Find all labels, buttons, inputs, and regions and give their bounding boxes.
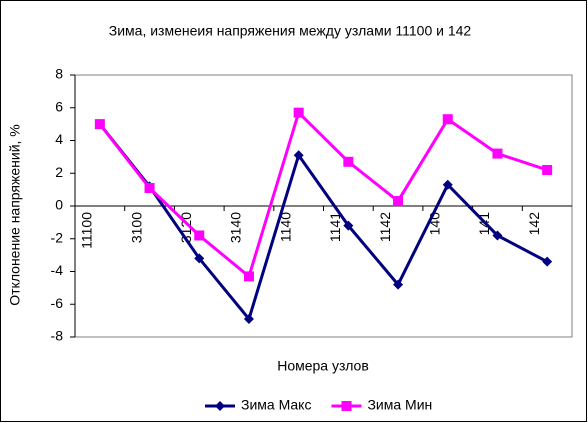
legend-label: Зима Мин	[367, 397, 432, 413]
legend-marker	[215, 401, 225, 411]
point	[492, 148, 503, 159]
legend-marker	[341, 401, 352, 411]
x-tick-label: 1141	[327, 212, 343, 242]
point	[94, 119, 105, 130]
y-tick-label: 4	[55, 131, 63, 147]
x-tick-label: 1142	[377, 212, 393, 242]
series-line	[98, 123, 548, 323]
y-tick-label: -6	[51, 295, 64, 311]
y-tick-label: -2	[51, 229, 64, 245]
x-tick-label: 11100	[79, 212, 95, 249]
point	[492, 230, 503, 241]
point	[442, 179, 453, 190]
y-tick-label: 0	[55, 197, 63, 213]
point	[144, 182, 155, 193]
point	[293, 107, 304, 118]
point	[194, 253, 205, 264]
x-axis-label: Номера узлов	[277, 358, 369, 374]
point	[542, 164, 553, 175]
y-tick-label: 8	[55, 66, 63, 82]
y-tick-label: -4	[51, 262, 64, 278]
x-tick-label: 3140	[228, 212, 244, 243]
point	[343, 156, 354, 167]
series-line	[98, 109, 548, 280]
x-tick-label: 1140	[277, 212, 293, 242]
point	[293, 150, 304, 161]
point	[393, 279, 404, 290]
x-tick-label: 142	[526, 212, 542, 236]
point	[442, 114, 453, 125]
point	[542, 256, 553, 267]
legend-label: Зима Макс	[241, 397, 311, 413]
chart-title: Зима, изменеия напряжения между узлами 1…	[109, 23, 472, 39]
x-tick-label: 3100	[128, 212, 144, 243]
point	[343, 220, 354, 231]
y-tick-label: -8	[51, 328, 64, 344]
y-tick-label: 2	[55, 164, 63, 180]
point	[194, 230, 205, 241]
point	[243, 313, 254, 324]
point	[243, 271, 254, 282]
y-axis-label: Отклонение напряжений, %	[7, 124, 23, 306]
y-tick-label: 6	[55, 98, 63, 114]
point	[393, 196, 404, 207]
